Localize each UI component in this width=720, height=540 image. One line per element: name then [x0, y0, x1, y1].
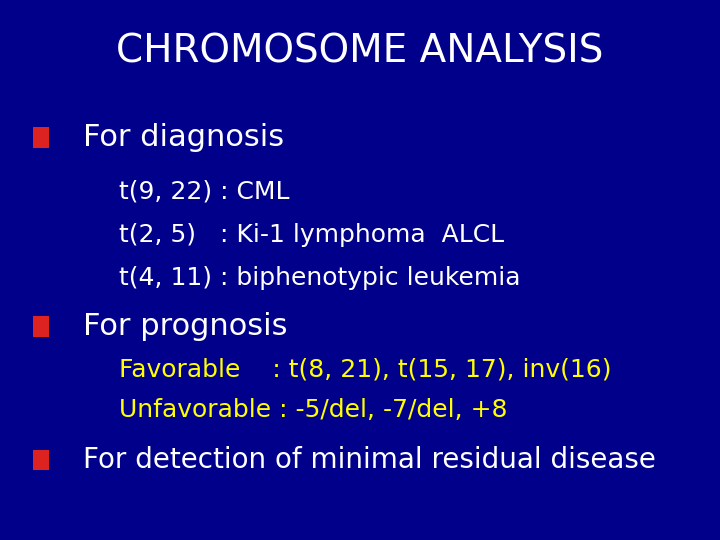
Text: Favorable    : t(8, 21), t(15, 17), inv(16): Favorable : t(8, 21), t(15, 17), inv(16) — [119, 358, 611, 382]
Text: For detection of minimal residual disease: For detection of minimal residual diseas… — [83, 446, 656, 474]
Bar — [33, 450, 49, 470]
Text: t(9, 22) : CML: t(9, 22) : CML — [119, 180, 289, 204]
Text: For diagnosis: For diagnosis — [83, 123, 284, 152]
Bar — [33, 316, 49, 337]
Text: t(2, 5)   : Ki-1 lymphoma  ALCL: t(2, 5) : Ki-1 lymphoma ALCL — [119, 223, 504, 247]
Text: t(4, 11) : biphenotypic leukemia: t(4, 11) : biphenotypic leukemia — [119, 266, 521, 290]
Text: CHROMOSOME ANALYSIS: CHROMOSOME ANALYSIS — [117, 32, 603, 70]
Text: Unfavorable : -5/del, -7/del, +8: Unfavorable : -5/del, -7/del, +8 — [119, 399, 508, 422]
Bar — [33, 127, 49, 148]
Text: For prognosis: For prognosis — [83, 312, 287, 341]
